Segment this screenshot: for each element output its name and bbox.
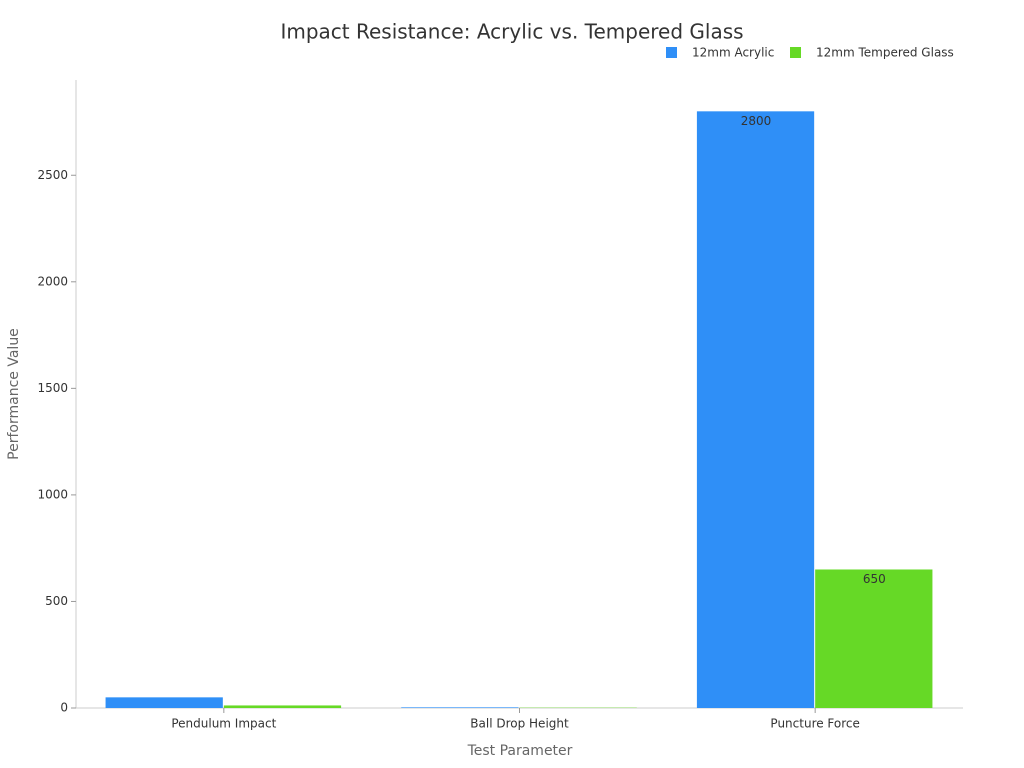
y-axis-title: Performance Value — [6, 328, 22, 460]
y-tick-label: 1000 — [37, 487, 68, 501]
legend-label: 12mm Acrylic — [692, 46, 774, 60]
chart-title: Impact Resistance: Acrylic vs. Tempered … — [280, 20, 743, 44]
legend-swatch — [790, 47, 801, 58]
y-tick-label: 500 — [45, 594, 68, 608]
x-tick-label: Pendulum Impact — [171, 717, 276, 731]
y-tick-label: 0 — [60, 701, 68, 715]
x-axis-title: Test Parameter — [467, 743, 573, 759]
legend-label: 12mm Tempered Glass — [816, 46, 954, 60]
y-tick-label: 2000 — [37, 274, 68, 288]
data-label: 2800 — [741, 114, 772, 128]
bar — [223, 705, 342, 708]
x-tick-label: Ball Drop Height — [470, 717, 569, 731]
bar — [401, 707, 519, 708]
bar — [696, 111, 815, 708]
data-label: 650 — [863, 572, 886, 586]
legend-swatch — [666, 47, 677, 58]
bar — [105, 697, 223, 708]
x-tick-label: Puncture Force — [770, 717, 859, 731]
bar — [815, 569, 933, 708]
y-tick-label: 2500 — [37, 168, 68, 182]
y-tick-label: 1500 — [37, 381, 68, 395]
